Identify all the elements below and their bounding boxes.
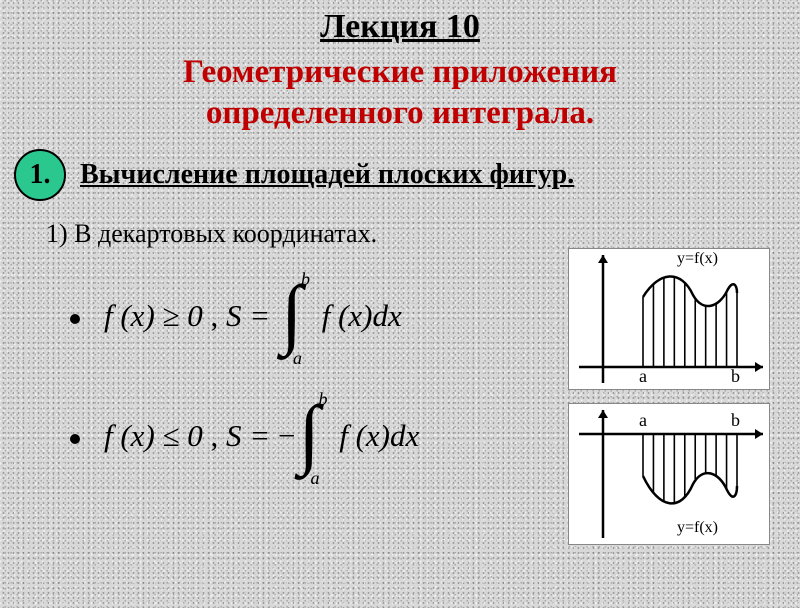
svg-text:a: a [639, 410, 647, 430]
svg-text:b: b [731, 410, 740, 430]
graph-positive-area: y=f(x) a b [568, 248, 770, 390]
graph2-svg: y=f(x) a b [569, 404, 769, 544]
section-title: Вычисление площадей плоских фигур. [80, 159, 574, 191]
f1-integrand: f (x)dx [314, 298, 402, 333]
main-title-line2: определенного интеграла. [206, 95, 594, 131]
f2-condition: f (x) ≤ 0 [104, 418, 203, 453]
subsection-text: 1) В декартовых координатах. [0, 219, 800, 249]
badge-number: 1. [30, 159, 51, 191]
f1-sep: , [203, 298, 226, 333]
f1-lhs: S = [226, 298, 278, 333]
bullet-icon [70, 314, 80, 324]
integral-icon: b∫a [298, 397, 328, 481]
f2-sign: − [278, 418, 295, 453]
graph1-svg: y=f(x) a b [569, 249, 769, 389]
graph-negative-area: y=f(x) a b [568, 403, 770, 545]
main-title: Геометрические приложения определенного … [0, 52, 800, 135]
svg-text:y=f(x): y=f(x) [677, 519, 718, 536]
integral-icon: b∫a [281, 277, 311, 361]
section-heading-row: 1. Вычисление площадей плоских фигур. [0, 149, 800, 201]
svg-text:b: b [731, 366, 740, 386]
f1-lower: a [293, 348, 302, 369]
svg-text:a: a [639, 366, 647, 386]
f2-integrand: f (x)dx [331, 418, 419, 453]
f2-lhs: S = [226, 418, 278, 453]
section-number-badge: 1. [14, 149, 66, 201]
formula-2: f (x) ≤ 0 , S = −b∫a f (x)dx [104, 397, 419, 481]
f2-sep: , [203, 418, 226, 453]
f1-condition: f (x) ≥ 0 [104, 298, 203, 333]
svg-text:y=f(x): y=f(x) [677, 250, 718, 267]
formula-1: f (x) ≥ 0 , S = b∫a f (x)dx [104, 277, 402, 361]
lecture-title: Лекция 10 [0, 8, 800, 46]
f2-lower: a [310, 468, 319, 489]
main-title-line1: Геометрические приложения [183, 54, 617, 90]
bullet-icon [70, 434, 80, 444]
